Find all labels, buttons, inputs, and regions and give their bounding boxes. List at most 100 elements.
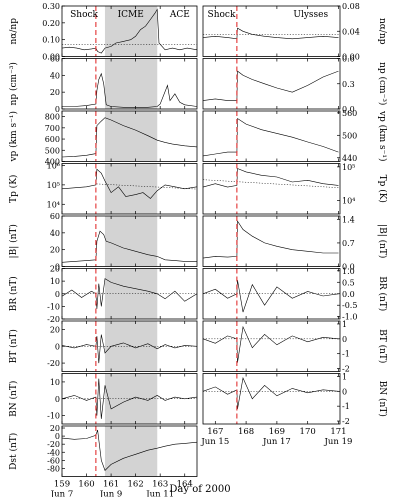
y-tick-label-left-BN: -10 bbox=[47, 412, 60, 421]
y-axis-label-right-BT: BT (nT) bbox=[377, 329, 388, 363]
y-tick-label-left-BR: 10 bbox=[50, 277, 60, 286]
date-label-right: Jun 19 bbox=[324, 437, 353, 447]
panel-frame-left-na_np bbox=[61, 5, 198, 57]
y-tick-label-left-Tp: 10⁵ bbox=[47, 181, 60, 190]
y-tick-label-left-Dst: -80 bbox=[47, 464, 60, 473]
date-label-right: Jun 17 bbox=[262, 437, 291, 447]
x-tick-label-right: 168 bbox=[238, 427, 254, 437]
x-tick-label-right: 169 bbox=[269, 427, 285, 437]
y-tick-label-left-BR: 20 bbox=[50, 265, 60, 274]
panel-frame-left-np bbox=[61, 58, 198, 110]
series-line-right-vp bbox=[202, 117, 339, 157]
y-tick-label-left-BR: -20 bbox=[47, 315, 60, 324]
y-tick-label-left-BR: -10 bbox=[47, 302, 60, 311]
series-line-right-B bbox=[202, 220, 339, 259]
y-tick-label-right-BR: -1.0 bbox=[342, 313, 357, 322]
y-tick-label-left-BT: 20 bbox=[50, 325, 60, 334]
series-line-left-BT bbox=[61, 334, 198, 364]
y-tick-label-right-vp: 440 bbox=[342, 154, 357, 163]
y-tick-label-right-BT: -1 bbox=[342, 350, 350, 359]
y-tick-label-right-BT: -2 bbox=[342, 365, 350, 374]
panel-frame-right-vp bbox=[202, 110, 341, 162]
y-tick-label-right-B: 0.7 bbox=[342, 239, 355, 248]
date-label-left: Jun 11 bbox=[145, 490, 174, 497]
y-tick-label-left-vp: 700 bbox=[45, 124, 60, 133]
y-tick-label-right-na_np: 0.00 bbox=[342, 53, 360, 62]
y-tick-label-right-BR: -0.5 bbox=[342, 301, 357, 310]
icme-shading-Dst bbox=[104, 426, 158, 477]
y-tick-label-left-vp: 600 bbox=[45, 135, 60, 144]
y-tick-label-left-na_np: 0.30 bbox=[42, 2, 60, 11]
panel-frame-right-Tp bbox=[202, 163, 341, 215]
y-tick-label-left-B: 0 bbox=[55, 263, 60, 272]
y-tick-label-left-np: 0 bbox=[55, 105, 60, 114]
y-axis-label-left-BT: BT (nT) bbox=[8, 329, 19, 363]
y-tick-label-left-vp: 400 bbox=[45, 158, 60, 167]
series-line-right-BR bbox=[202, 279, 339, 313]
series-line-left-Dst bbox=[61, 429, 198, 471]
panel-frame-left-B bbox=[61, 215, 198, 267]
x-axis-label: Day of 2000 bbox=[169, 484, 230, 495]
y-tick-label-left-Dst: -60 bbox=[47, 456, 60, 465]
x-tick-label-right: 171 bbox=[330, 427, 346, 437]
y-axis-label-right-Tp: Tp (K) bbox=[377, 175, 388, 203]
series-line-left-BR bbox=[61, 278, 198, 309]
y-tick-label-right-np: 0.0 bbox=[342, 105, 355, 114]
icme-shading-BR bbox=[104, 268, 158, 319]
y-tick-label-left-BN: 0 bbox=[55, 395, 60, 404]
y-axis-label-right-np: np (cm⁻³) bbox=[377, 62, 388, 105]
y-tick-label-left-BN: 10 bbox=[50, 378, 60, 387]
series-line-left-vp bbox=[61, 117, 198, 158]
date-label-right: Jun 15 bbox=[200, 437, 229, 447]
y-axis-label-left-vp: vp (km s⁻¹) bbox=[8, 111, 19, 163]
y-axis-label-right-BR: BR (nT) bbox=[377, 276, 388, 311]
series-line-right-Tp bbox=[202, 168, 339, 188]
y-tick-label-right-np: 0.3 bbox=[342, 80, 355, 89]
date-label-left: Jun 7 bbox=[50, 490, 73, 497]
y-axis-label-left-B: |B| (nT) bbox=[8, 224, 19, 258]
series-line-left-na_np bbox=[61, 8, 198, 54]
panel-frame-right-B bbox=[202, 215, 341, 267]
y-axis-label-left-Dst: Dst (nT) bbox=[8, 433, 19, 470]
y-tick-label-right-BN: 0 bbox=[342, 387, 347, 396]
y-tick-label-right-na_np: 0.04 bbox=[342, 27, 360, 36]
icme-shading-na_np bbox=[104, 6, 158, 57]
y-tick-label-left-Dst: -40 bbox=[47, 448, 60, 457]
x-tick-label-left: 159 bbox=[54, 480, 70, 490]
y-tick-label-right-BR: 0.0 bbox=[342, 290, 355, 299]
y-tick-label-right-B: 1.4 bbox=[342, 215, 355, 224]
series-line-right-BT bbox=[202, 325, 339, 363]
y-tick-label-left-Dst: 20 bbox=[50, 424, 60, 433]
y-tick-label-left-B: 20 bbox=[50, 246, 60, 255]
y-tick-label-left-np: 40 bbox=[50, 71, 60, 80]
x-tick-label-right: 167 bbox=[207, 427, 223, 437]
y-tick-label-right-BR: 0.5 bbox=[342, 278, 355, 287]
panel-frame-right-BT bbox=[202, 320, 341, 372]
y-tick-label-right-BR: 1.0 bbox=[342, 267, 355, 276]
y-tick-label-right-BN: -1 bbox=[342, 402, 350, 411]
x-tick-label-left: 160 bbox=[78, 480, 94, 490]
annotation-ace: ACE bbox=[169, 10, 190, 20]
expected-temperature-line-right bbox=[202, 179, 339, 188]
y-tick-label-right-Tp: 10⁴ bbox=[342, 197, 355, 206]
series-line-right-na_np bbox=[202, 27, 339, 40]
y-tick-label-left-np: 60 bbox=[50, 55, 60, 64]
y-tick-label-left-BT: 0 bbox=[55, 342, 60, 351]
y-tick-label-left-vp: 800 bbox=[45, 113, 60, 122]
series-line-left-BN bbox=[61, 378, 198, 419]
y-tick-label-left-BT: -20 bbox=[47, 359, 60, 368]
y-axis-label-left-na_np: nα/np bbox=[9, 18, 19, 45]
y-tick-label-left-na_np: 0.20 bbox=[42, 19, 60, 28]
panel-frame-left-Tp bbox=[61, 163, 198, 215]
x-tick-label-left: 163 bbox=[152, 480, 168, 490]
y-tick-label-left-na_np: 0.10 bbox=[42, 36, 60, 45]
y-tick-label-left-BR: 0 bbox=[55, 290, 60, 299]
y-tick-label-right-BT: 1 bbox=[342, 320, 347, 329]
x-tick-label-left: 164 bbox=[177, 480, 193, 490]
y-tick-label-left-Tp: 10⁶ bbox=[47, 161, 60, 170]
panel-frame-left-Dst bbox=[61, 425, 198, 477]
y-tick-label-right-na_np: 0.08 bbox=[342, 2, 360, 11]
y-tick-label-right-BN: 1 bbox=[342, 372, 347, 381]
